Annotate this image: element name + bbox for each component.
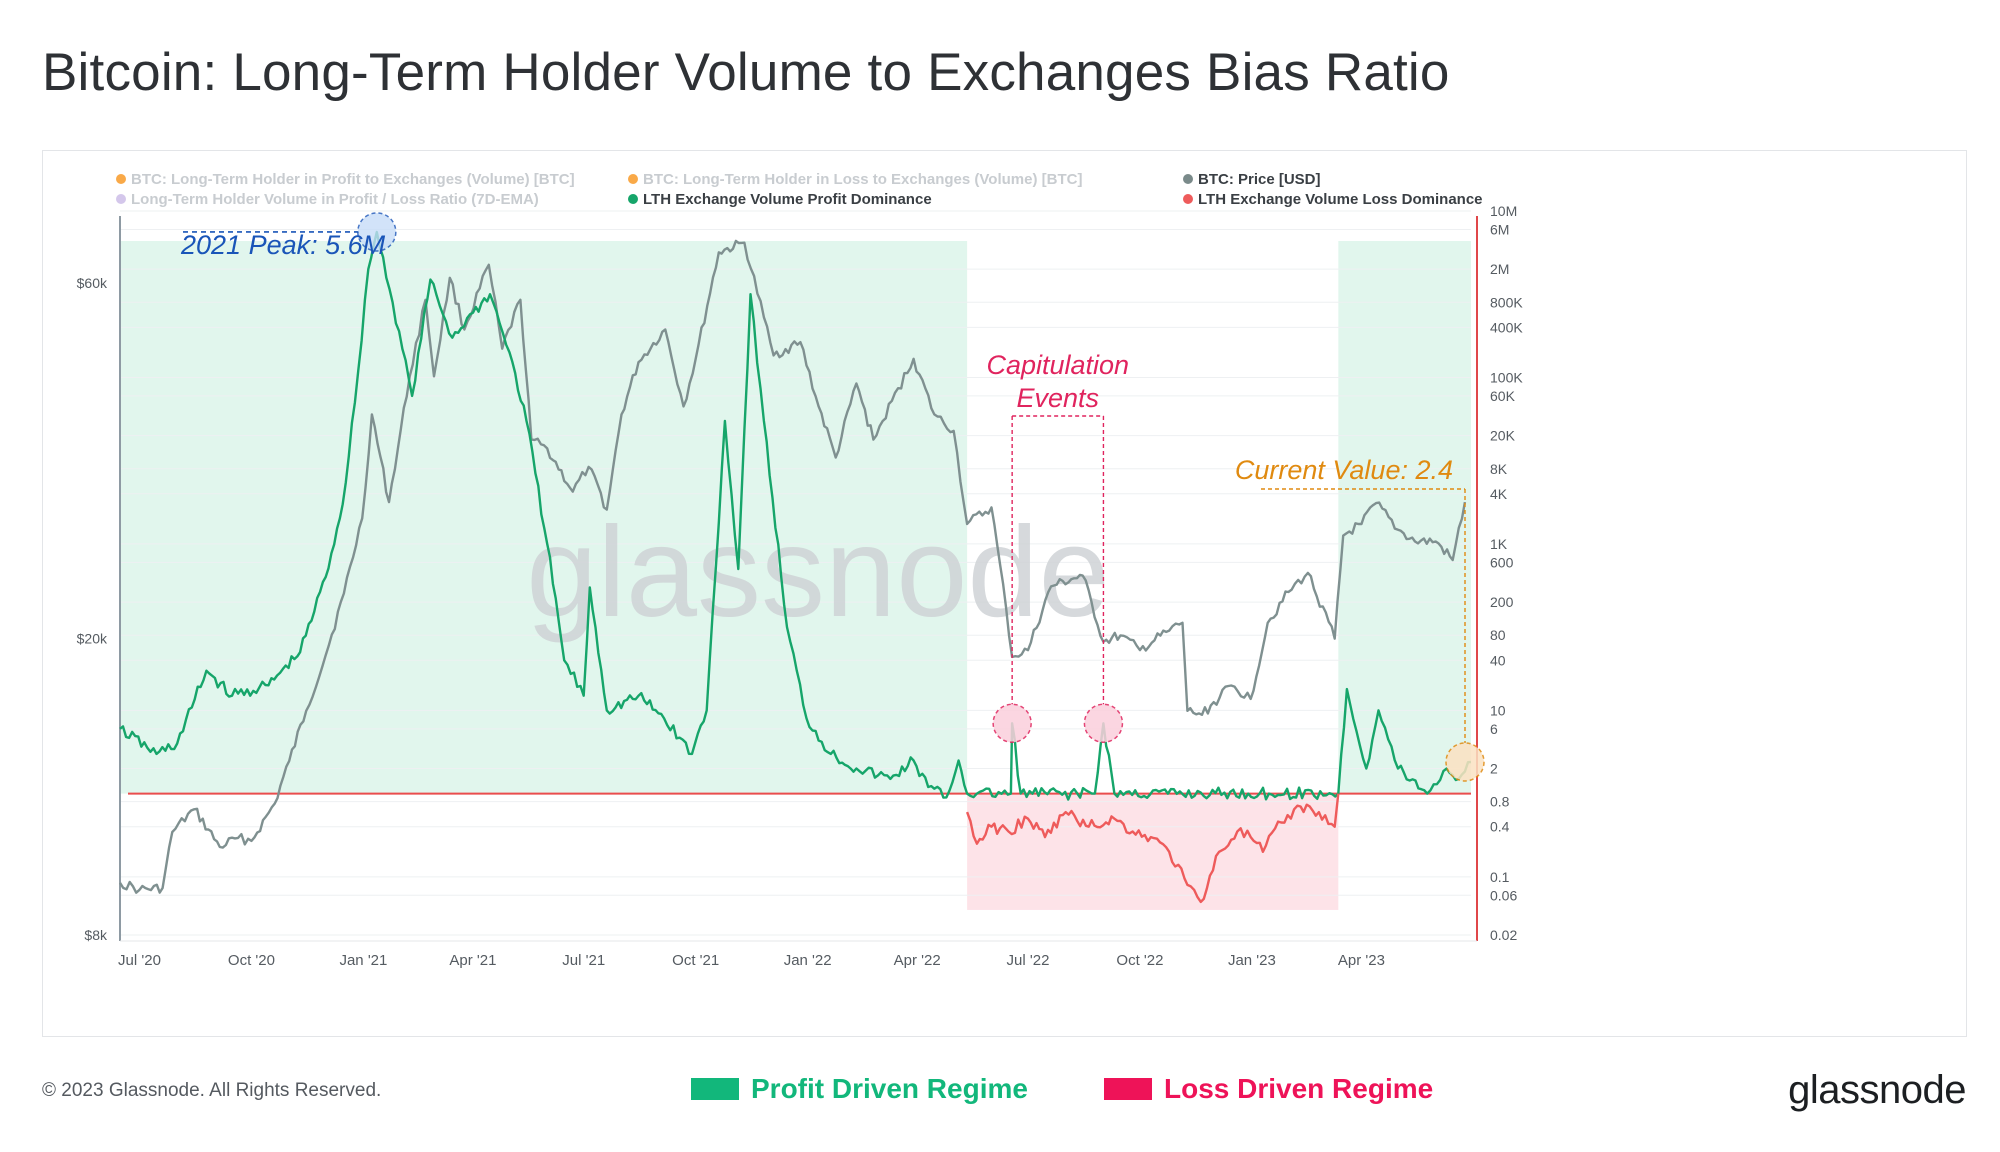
legend-label: BTC: Long-Term Holder in Profit to Excha… — [131, 171, 575, 188]
y-right-tick-label: 80 — [1490, 627, 1506, 643]
peak-marker — [357, 212, 397, 252]
series-line-0 — [118, 239, 1467, 894]
capitulation-marker — [992, 703, 1032, 744]
x-tick-label: Apr '21 — [449, 952, 496, 969]
peak-label: 2021 Peak: 5.6M — [180, 230, 386, 260]
x-tick-label: Jan '22 — [784, 952, 832, 969]
regime-legend-loss: Loss Driven Regime — [1104, 1073, 1433, 1105]
legend-item: Long-Term Holder Volume in Profit / Loss… — [116, 191, 539, 208]
x-tick-label: Jul '21 — [562, 952, 605, 969]
y-right-tick-label: 0.8 — [1490, 794, 1510, 810]
series-line-2 — [965, 793, 1340, 904]
y-right-tick-label: 4K — [1490, 486, 1508, 502]
y-right-tick-label: 0.4 — [1490, 819, 1510, 835]
legend-label: LTH Exchange Volume Profit Dominance — [643, 191, 932, 208]
y-right-tick-label: 0.1 — [1490, 869, 1510, 885]
x-tick-label: Jan '21 — [339, 952, 387, 969]
y-right-tick-label: 6 — [1490, 721, 1498, 737]
y-right-tick-label: 20K — [1490, 428, 1516, 444]
legend-label: Long-Term Holder Volume in Profit / Loss… — [131, 191, 539, 208]
profit-regime-label: Profit Driven Regime — [751, 1073, 1028, 1104]
legend-item: BTC: Price [USD] — [1183, 171, 1321, 188]
x-tick-label: Oct '22 — [1116, 952, 1163, 969]
legend-dot — [1183, 174, 1193, 184]
y-right-tick-label: 6M — [1490, 221, 1509, 237]
capitulation-label-2: Events — [1017, 383, 1100, 413]
loss-swatch — [1104, 1078, 1152, 1100]
capitulation-marker — [1083, 703, 1124, 744]
y-right-tick-label: 1K — [1490, 536, 1508, 552]
y-right-tick-label: 800K — [1490, 294, 1523, 310]
legend-item: LTH Exchange Volume Profit Dominance — [628, 191, 932, 208]
y-right-tick-label: 0.06 — [1490, 887, 1517, 903]
legend-dot — [116, 194, 126, 204]
x-tick-label: Apr '22 — [894, 952, 941, 969]
x-tick-label: Oct '20 — [228, 952, 275, 969]
y-left-tick-label: $8k — [84, 927, 108, 943]
y-right-tick-label: 0.02 — [1490, 927, 1517, 943]
legend-item: BTC: Long-Term Holder in Profit to Excha… — [116, 171, 575, 188]
legend-item: BTC: Long-Term Holder in Loss to Exchang… — [628, 171, 1082, 188]
loss-regime-label: Loss Driven Regime — [1164, 1073, 1434, 1104]
x-tick-label: Oct '21 — [672, 952, 719, 969]
y-left-tick-label: $60k — [77, 275, 108, 291]
series-line-1 — [119, 230, 1472, 801]
chart-frame: glassnode $60k $20k $8k 10M 6M 2M 800K 400K 100K 6… — [42, 150, 1967, 1037]
legend-label: BTC: Price [USD] — [1198, 171, 1321, 188]
legend-dot — [628, 174, 638, 184]
regime-band-profit-0 — [120, 241, 968, 794]
y-right-tick-label: 600 — [1490, 554, 1514, 570]
regime-band-profit-2 — [1338, 241, 1471, 794]
y-right-tick-label: 100K — [1490, 369, 1523, 385]
chart-canvas: glassnode $60k $20k $8k 10M 6M 2M 800K 400K 100K 6… — [77, 171, 1524, 969]
y-right-tick-label: 2M — [1490, 261, 1509, 277]
watermark: glassnode — [526, 501, 1110, 644]
current-marker — [1445, 742, 1485, 782]
legend-dot — [1183, 194, 1193, 204]
y-right-tick-label: 2 — [1490, 761, 1498, 777]
x-tick-label: Jul '20 — [118, 952, 161, 969]
y-right-tick-label: 40 — [1490, 652, 1506, 668]
x-tick-label: Apr '23 — [1338, 952, 1385, 969]
current-value-label: Current Value: 2.4 — [1235, 455, 1453, 485]
copyright: © 2023 Glassnode. All Rights Reserved. — [42, 1080, 382, 1101]
legend-dot — [628, 194, 638, 204]
y-left-tick-label: $20k — [77, 631, 108, 647]
x-tick-label: Jan '23 — [1228, 952, 1276, 969]
y-right-tick-label: 10 — [1490, 702, 1506, 718]
brand-logo: glassnode — [1788, 1068, 1966, 1112]
profit-swatch — [691, 1078, 739, 1100]
regime-band-loss-1 — [967, 793, 1339, 910]
legend-label: BTC: Long-Term Holder in Loss to Exchang… — [643, 171, 1082, 188]
x-tick-label: Jul '22 — [1007, 952, 1050, 969]
chart-title: Bitcoin: Long-Term Holder Volume to Exch… — [42, 43, 1450, 102]
y-right-tick-label: 60K — [1490, 388, 1516, 404]
y-right-tick-label: 8K — [1490, 461, 1508, 477]
legend-item: LTH Exchange Volume Loss Dominance — [1183, 191, 1483, 208]
legend-dot — [116, 174, 126, 184]
legend-label: LTH Exchange Volume Loss Dominance — [1198, 191, 1483, 208]
regime-legend-profit: Profit Driven Regime — [691, 1073, 1028, 1105]
y-right-tick-label: 200 — [1490, 594, 1514, 610]
capitulation-label: Capitulation — [986, 350, 1129, 380]
y-right-tick-label: 400K — [1490, 319, 1523, 335]
y-right-tick-label: 10M — [1490, 203, 1517, 219]
